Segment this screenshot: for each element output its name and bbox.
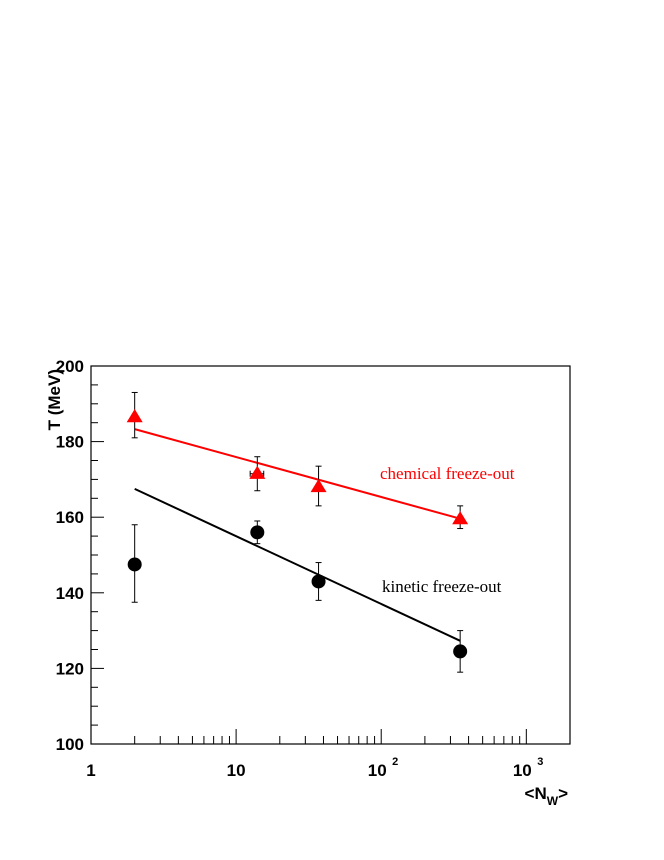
circle-marker xyxy=(453,644,468,659)
y-axis-title: T (MeV) xyxy=(45,369,64,430)
x-axis-title: <NW> xyxy=(525,784,569,808)
x-tick-exponent: 2 xyxy=(392,756,398,768)
x-tick-label: 10 2 xyxy=(368,756,399,780)
y-tick-label: 180 xyxy=(56,433,84,452)
x-tick-label: 1 xyxy=(86,761,95,780)
axes: 100 120 140 160 180 200 1 10 10 2 10 3 xyxy=(56,357,571,780)
circle-marker xyxy=(250,525,265,540)
triangle-marker xyxy=(249,465,266,479)
y-tick-label: 140 xyxy=(56,584,84,603)
chemical-series xyxy=(126,391,469,530)
y-tick-label: 120 xyxy=(56,659,84,678)
fit-line xyxy=(134,428,461,520)
y-tick-label: 100 xyxy=(56,735,84,754)
plot-frame xyxy=(90,365,571,745)
kinetic-series xyxy=(127,487,468,673)
x-tick-base: 10 xyxy=(513,761,532,780)
data-series xyxy=(126,391,469,673)
chemical-freeze-out-label: chemical freeze-out xyxy=(380,464,515,483)
labels: T (MeV) <NW> chemical freeze-out kinetic fr… xyxy=(45,369,568,808)
x-tick-base: 10 xyxy=(368,761,387,780)
triangle-marker xyxy=(452,511,469,525)
circle-marker xyxy=(311,574,326,589)
y-tick-label: 160 xyxy=(56,508,84,527)
x-tick-base: 10 xyxy=(227,761,246,780)
kinetic-freeze-out-label: kinetic freeze-out xyxy=(382,577,502,596)
circle-marker xyxy=(127,557,142,572)
fit-line xyxy=(134,487,461,642)
triangle-marker xyxy=(310,478,327,493)
x-tick-label: 10 3 xyxy=(513,756,544,780)
x-tick-exponent: 3 xyxy=(537,756,543,768)
x-tick-base: 1 xyxy=(86,761,95,780)
triangle-marker xyxy=(126,409,143,423)
y-tick-label: 200 xyxy=(56,357,84,376)
x-tick-label: 10 xyxy=(227,761,246,780)
